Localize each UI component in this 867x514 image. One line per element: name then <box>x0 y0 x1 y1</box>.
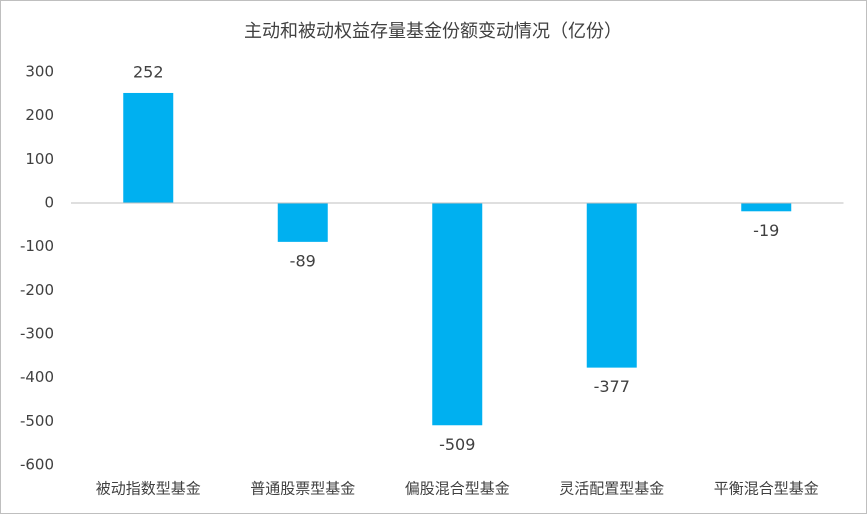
value-label: -509 <box>439 435 475 454</box>
x-tick-label: 灵活配置型基金 <box>559 480 664 498</box>
y-tick-label: -200 <box>20 281 54 299</box>
bar <box>432 203 483 426</box>
value-label: -19 <box>753 221 779 240</box>
x-tick-label: 普通股票型基金 <box>250 480 355 498</box>
value-label: -89 <box>290 251 316 270</box>
y-tick-label: -500 <box>20 412 54 430</box>
x-tick-label: 偏股混合型基金 <box>405 480 510 498</box>
bar <box>586 203 637 368</box>
bar <box>741 203 792 212</box>
y-tick-label: -300 <box>20 325 54 343</box>
y-tick-label: -600 <box>20 456 54 474</box>
y-tick-label: -100 <box>20 237 54 255</box>
y-tick-label: -400 <box>20 368 54 386</box>
value-label: -377 <box>594 377 630 396</box>
y-tick-label: 300 <box>25 63 54 81</box>
bar <box>277 203 328 242</box>
x-tick-label: 被动指数型基金 <box>96 480 201 498</box>
y-tick-label: 0 <box>44 194 54 212</box>
chart-title: 主动和被动权益存量基金份额变动情况（亿份） <box>244 21 622 42</box>
y-tick-label: 200 <box>25 106 54 124</box>
x-tick-label: 平衡混合型基金 <box>714 480 819 498</box>
value-label: 252 <box>133 62 164 81</box>
bar <box>123 92 174 203</box>
y-tick-label: 100 <box>25 150 54 168</box>
